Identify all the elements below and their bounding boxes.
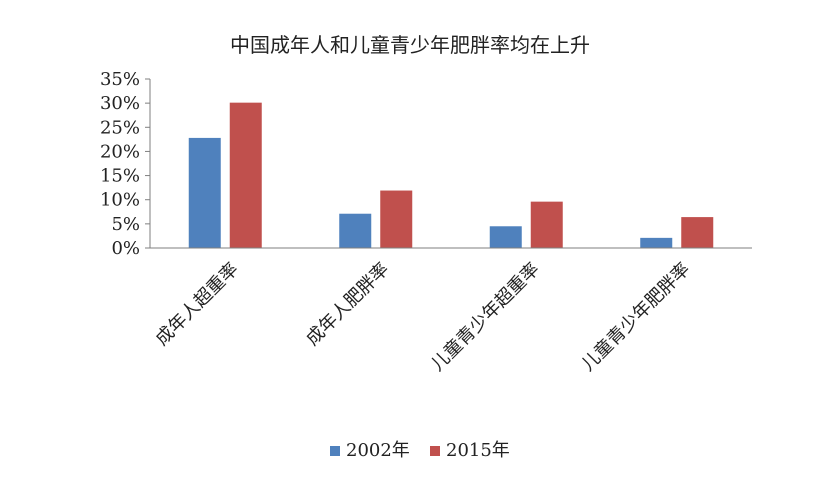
bar <box>640 237 673 248</box>
y-tick-label: 25% <box>100 117 140 138</box>
legend-swatch <box>330 446 340 456</box>
y-tick-label: 20% <box>100 141 140 162</box>
y-tick-label: 0% <box>111 238 140 259</box>
bar <box>489 226 522 248</box>
bar <box>188 137 221 248</box>
x-tick-label: 成年人超重率 <box>152 259 243 350</box>
y-tick-label: 15% <box>100 166 140 187</box>
bar <box>380 190 413 248</box>
bar <box>339 213 372 248</box>
bar <box>530 201 563 248</box>
x-axis: 成年人超重率 成年人肥胖率 儿童青少年超重率 儿童青少年肥胖率 <box>152 259 695 376</box>
chart-title: 中国成年人和儿童青少年肥胖率均在上升 <box>230 33 590 57</box>
x-tick-label: 成年人肥胖率 <box>302 259 393 350</box>
legend: 2002年 2015年 <box>330 440 510 461</box>
bar <box>681 217 714 248</box>
bars <box>188 102 714 248</box>
x-tick-label: 儿童青少年肥胖率 <box>578 259 695 376</box>
legend-label: 2015年 <box>446 440 510 461</box>
x-tick-label: 儿童青少年超重率 <box>427 259 544 376</box>
y-tick-label: 5% <box>111 214 140 235</box>
y-tick-label: 30% <box>100 93 140 114</box>
legend-swatch <box>430 446 440 456</box>
bar <box>229 102 262 248</box>
legend-label: 2002年 <box>346 440 410 461</box>
y-tick-label: 10% <box>100 190 140 211</box>
y-tick-label: 35% <box>100 69 140 90</box>
y-axis: 0% 5% 10% 15% 20% 25% 30% 35% <box>100 69 150 259</box>
